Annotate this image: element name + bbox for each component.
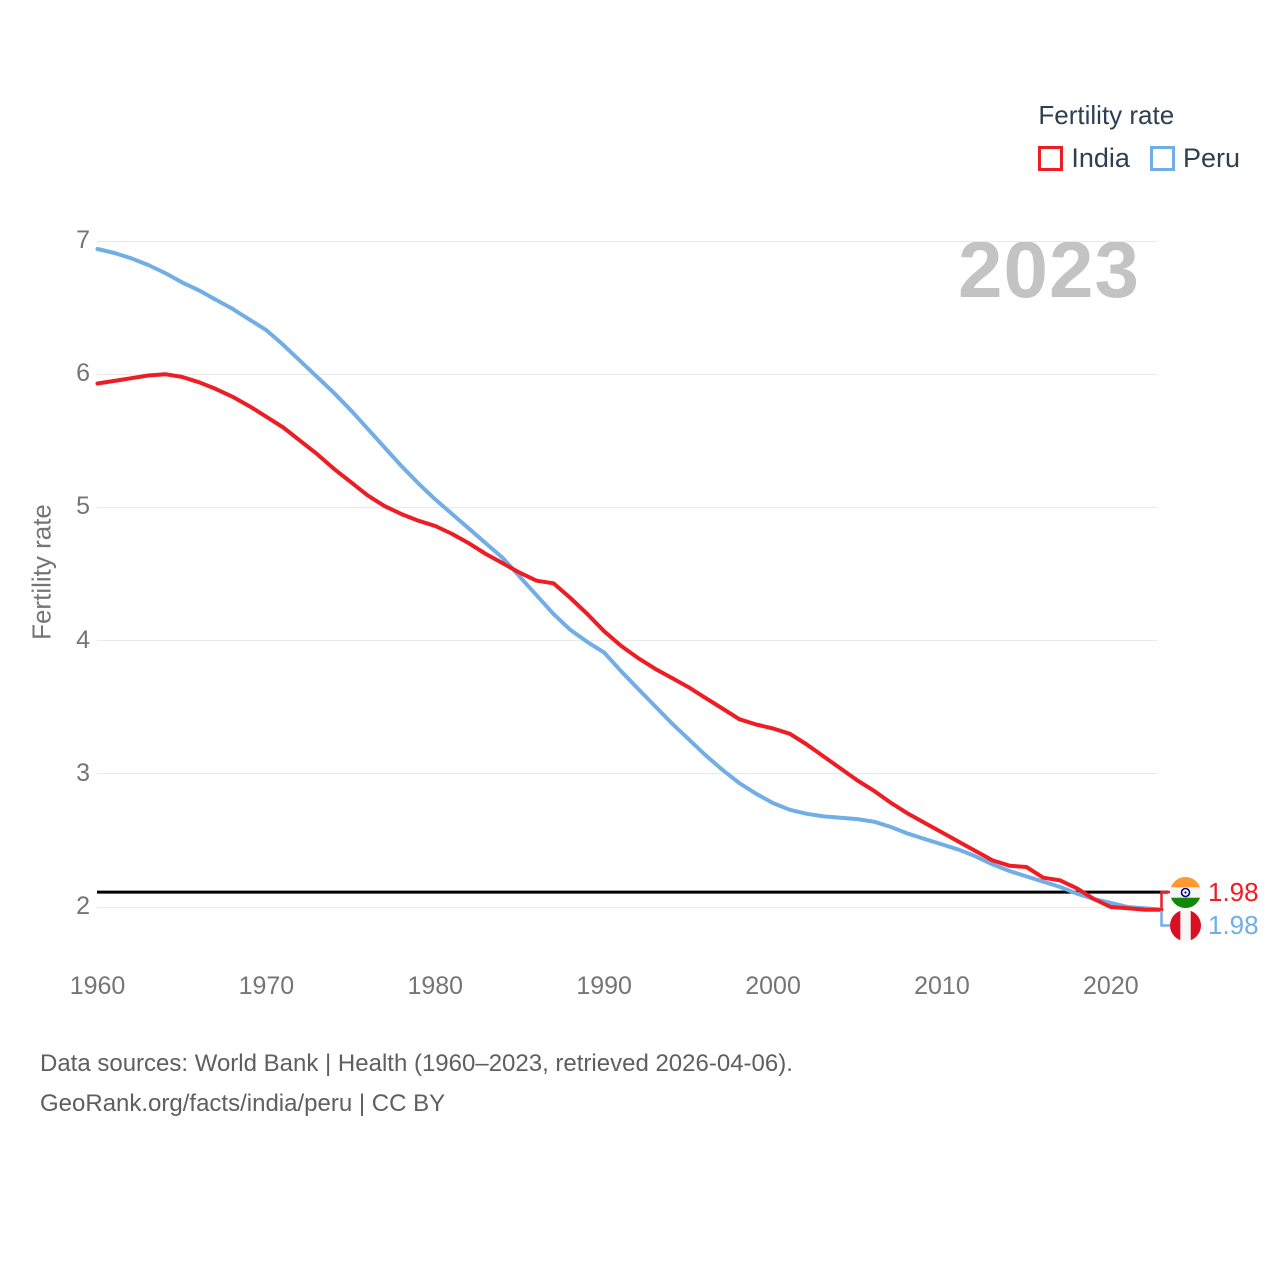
india-end-value: 1.98	[1208, 877, 1259, 907]
footer: Data sources: World Bank | Health (1960–…	[40, 1044, 793, 1125]
end-label-peru: 1.98	[1170, 910, 1259, 941]
legend-swatch	[1149, 146, 1175, 171]
x-tick-label: 1960	[69, 972, 126, 1000]
legend-item-india[interactable]: India	[1038, 143, 1130, 174]
gridline	[97, 506, 1157, 508]
legend-items: India Peru	[1038, 143, 1240, 174]
legend-title: Fertility rate	[1038, 100, 1175, 130]
india-flag-icon	[1170, 877, 1201, 908]
y-tick-label: 6	[76, 359, 90, 388]
peru-flag-icon	[1170, 910, 1201, 941]
x-tick-label: 2010	[914, 972, 970, 1000]
gridline	[97, 773, 1157, 775]
india-line	[95, 372, 1164, 912]
gridline	[97, 640, 1157, 642]
legend-label: India	[1071, 143, 1130, 173]
data-sources-line: Data sources: World Bank | Health (1960–…	[40, 1050, 793, 1077]
gridline	[97, 373, 1157, 375]
y-tick-label: 5	[76, 492, 90, 521]
peru-line	[95, 247, 1164, 912]
peru-end-value: 1.98	[1208, 910, 1259, 940]
legend-swatch	[1038, 146, 1064, 171]
y-tick-label: 2	[76, 892, 90, 920]
x-tick-label: 1980	[407, 972, 464, 1000]
x-tick-label: 1970	[238, 972, 295, 1000]
x-tick-label: 2020	[1083, 972, 1139, 1000]
peru-leader-line	[1160, 910, 1170, 927]
legend-label: Peru	[1182, 143, 1240, 173]
end-label-india: 1.98	[1170, 877, 1259, 908]
y-tick-label: 7	[76, 226, 90, 254]
legend: Fertility rate India Peru	[1038, 100, 1240, 174]
legend-item-peru[interactable]: Peru	[1149, 143, 1240, 174]
year-watermark: 2023	[958, 225, 1140, 314]
y-tick-label: 3	[76, 758, 90, 787]
gridline	[97, 240, 1157, 242]
x-tick-label: 2000	[745, 972, 801, 1000]
attribution-line: GeoRank.org/facts/india/peru | CC BY	[40, 1090, 446, 1118]
x-tick-label: 1990	[576, 972, 632, 1000]
india-leader-line	[1160, 890, 1170, 908]
y-tick-label: 4	[76, 625, 90, 654]
gridline	[97, 906, 1157, 908]
